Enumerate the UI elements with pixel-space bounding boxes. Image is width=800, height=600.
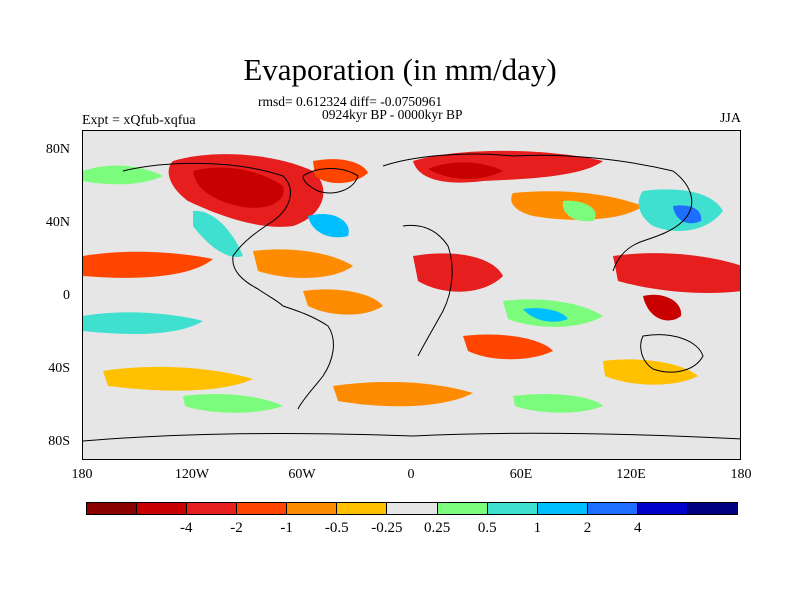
lon-label-60w: 60W xyxy=(288,467,316,482)
lon-label-180w: 180 xyxy=(71,467,93,482)
colorbar-label: 0.25 xyxy=(423,520,451,536)
colorbar-swatch xyxy=(87,503,138,514)
colorbar xyxy=(86,502,738,515)
colorbar-swatch xyxy=(487,503,538,514)
period-line: 0924kyr BP - 0000kyr BP xyxy=(322,107,463,122)
colorbar-label: 2 xyxy=(583,520,592,536)
colorbar-swatch xyxy=(137,503,188,514)
colorbar-swatch xyxy=(237,503,288,514)
colorbar-swatch xyxy=(287,503,338,514)
lon-label-60e: 60E xyxy=(509,467,533,482)
colorbar-swatch xyxy=(337,503,388,514)
colorbar-swatch xyxy=(437,503,488,514)
lat-label-0: 0 xyxy=(63,288,70,303)
colorbar-label: -1 xyxy=(280,520,293,536)
lat-label-80s: 80S xyxy=(48,434,70,449)
colorbar-label: 4 xyxy=(633,520,642,536)
colorbar-label: -0.5 xyxy=(324,520,349,536)
coastlines xyxy=(83,153,740,442)
lon-label-180e: 180 xyxy=(730,467,752,482)
lat-label-80n: 80N xyxy=(45,142,70,157)
colorbar-label: -2 xyxy=(230,520,243,536)
colorbar-label: 1 xyxy=(533,520,542,536)
map-title: Evaporation (in mm/day) xyxy=(243,52,557,87)
experiment-label: Expt = xQfub-xqfua xyxy=(82,113,196,128)
lat-label-40n: 40N xyxy=(45,215,70,230)
lon-label-120w: 120W xyxy=(174,467,210,482)
colorbar-swatch xyxy=(637,503,688,514)
colorbar-swatch xyxy=(537,503,588,514)
lon-label-0: 0 xyxy=(407,467,415,482)
colorbar-swatch xyxy=(687,503,738,514)
lat-label-40s: 40S xyxy=(48,361,70,376)
anomaly-field xyxy=(83,150,740,413)
season-label: JJA xyxy=(719,111,741,126)
colorbar-swatch xyxy=(387,503,438,514)
colorbar-label: -0.25 xyxy=(371,520,403,536)
stats-line: rmsd= 0.612324 diff= -0.0750961 xyxy=(258,94,443,109)
colorbar-label: -4 xyxy=(180,520,193,536)
colorbar-swatch xyxy=(187,503,238,514)
colorbar-label: 0.5 xyxy=(477,520,497,536)
map-canvas xyxy=(83,150,740,442)
colorbar-swatch xyxy=(587,503,638,514)
lon-label-120e: 120E xyxy=(616,467,646,482)
evaporation-map xyxy=(82,130,741,460)
